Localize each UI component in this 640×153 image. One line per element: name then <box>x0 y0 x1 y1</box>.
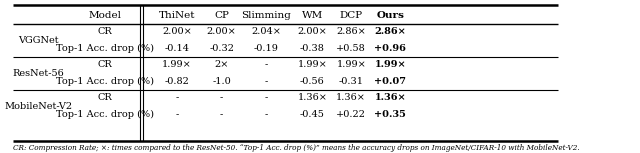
Text: 1.99×: 1.99× <box>337 60 366 69</box>
Text: 1.36×: 1.36× <box>374 93 406 103</box>
Text: -0.56: -0.56 <box>300 77 324 86</box>
Text: -: - <box>175 93 179 103</box>
Text: DCP: DCP <box>340 11 363 20</box>
Text: -: - <box>264 110 268 119</box>
Text: +0.58: +0.58 <box>337 44 366 53</box>
Text: 1.36×: 1.36× <box>298 93 327 103</box>
Text: Ours: Ours <box>376 11 404 20</box>
Text: 2.86×: 2.86× <box>337 27 366 36</box>
Text: -: - <box>220 110 223 119</box>
Text: -0.32: -0.32 <box>209 44 234 53</box>
Text: CR: CR <box>97 27 112 36</box>
Text: CR: Compression Rate; ×: times compared to the ResNet-50. “Top-1 Acc. drop (%)” : CR: Compression Rate; ×: times compared … <box>13 144 580 152</box>
Text: -0.14: -0.14 <box>164 44 189 53</box>
Text: CR: CR <box>97 93 112 103</box>
Text: MobileNet-V2: MobileNet-V2 <box>4 102 72 111</box>
Text: -0.45: -0.45 <box>300 110 324 119</box>
Text: -0.31: -0.31 <box>339 77 364 86</box>
Text: +0.96: +0.96 <box>374 44 406 53</box>
Text: -: - <box>264 93 268 103</box>
Text: -: - <box>175 110 179 119</box>
Text: +0.07: +0.07 <box>374 77 406 86</box>
Text: CR: CR <box>97 60 112 69</box>
Text: 2×: 2× <box>214 60 229 69</box>
Text: +0.35: +0.35 <box>374 110 406 119</box>
Text: 1.99×: 1.99× <box>374 60 406 69</box>
Text: Slimming: Slimming <box>241 11 291 20</box>
Text: Model: Model <box>88 11 122 20</box>
Text: 2.04×: 2.04× <box>251 27 281 36</box>
Text: 1.99×: 1.99× <box>298 60 327 69</box>
Text: 2.00×: 2.00× <box>298 27 327 36</box>
Text: 1.36×: 1.36× <box>336 93 366 103</box>
Text: -0.38: -0.38 <box>300 44 324 53</box>
Text: Top-1 Acc. drop (%): Top-1 Acc. drop (%) <box>56 77 154 86</box>
Text: VGGNet: VGGNet <box>18 36 58 45</box>
Text: WM: WM <box>301 11 323 20</box>
Text: ThiNet: ThiNet <box>159 11 195 20</box>
Text: -0.19: -0.19 <box>253 44 278 53</box>
Text: +0.22: +0.22 <box>336 110 366 119</box>
Text: -: - <box>220 93 223 103</box>
Text: 1.99×: 1.99× <box>163 60 192 69</box>
Text: -: - <box>264 77 268 86</box>
Text: -0.82: -0.82 <box>164 77 189 86</box>
Text: -: - <box>264 60 268 69</box>
Text: -1.0: -1.0 <box>212 77 231 86</box>
Text: Top-1 Acc. drop (%): Top-1 Acc. drop (%) <box>56 110 154 119</box>
Text: Top-1 Acc. drop (%): Top-1 Acc. drop (%) <box>56 44 154 53</box>
Text: 2.86×: 2.86× <box>374 27 406 36</box>
Text: 2.00×: 2.00× <box>163 27 192 36</box>
Text: ResNet-56: ResNet-56 <box>12 69 64 78</box>
Text: CP: CP <box>214 11 229 20</box>
Text: 2.00×: 2.00× <box>207 27 237 36</box>
